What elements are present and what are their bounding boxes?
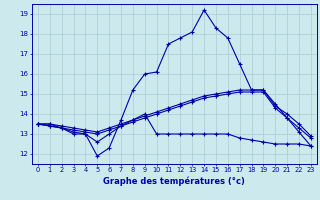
X-axis label: Graphe des températures (°c): Graphe des températures (°c): [103, 176, 245, 186]
